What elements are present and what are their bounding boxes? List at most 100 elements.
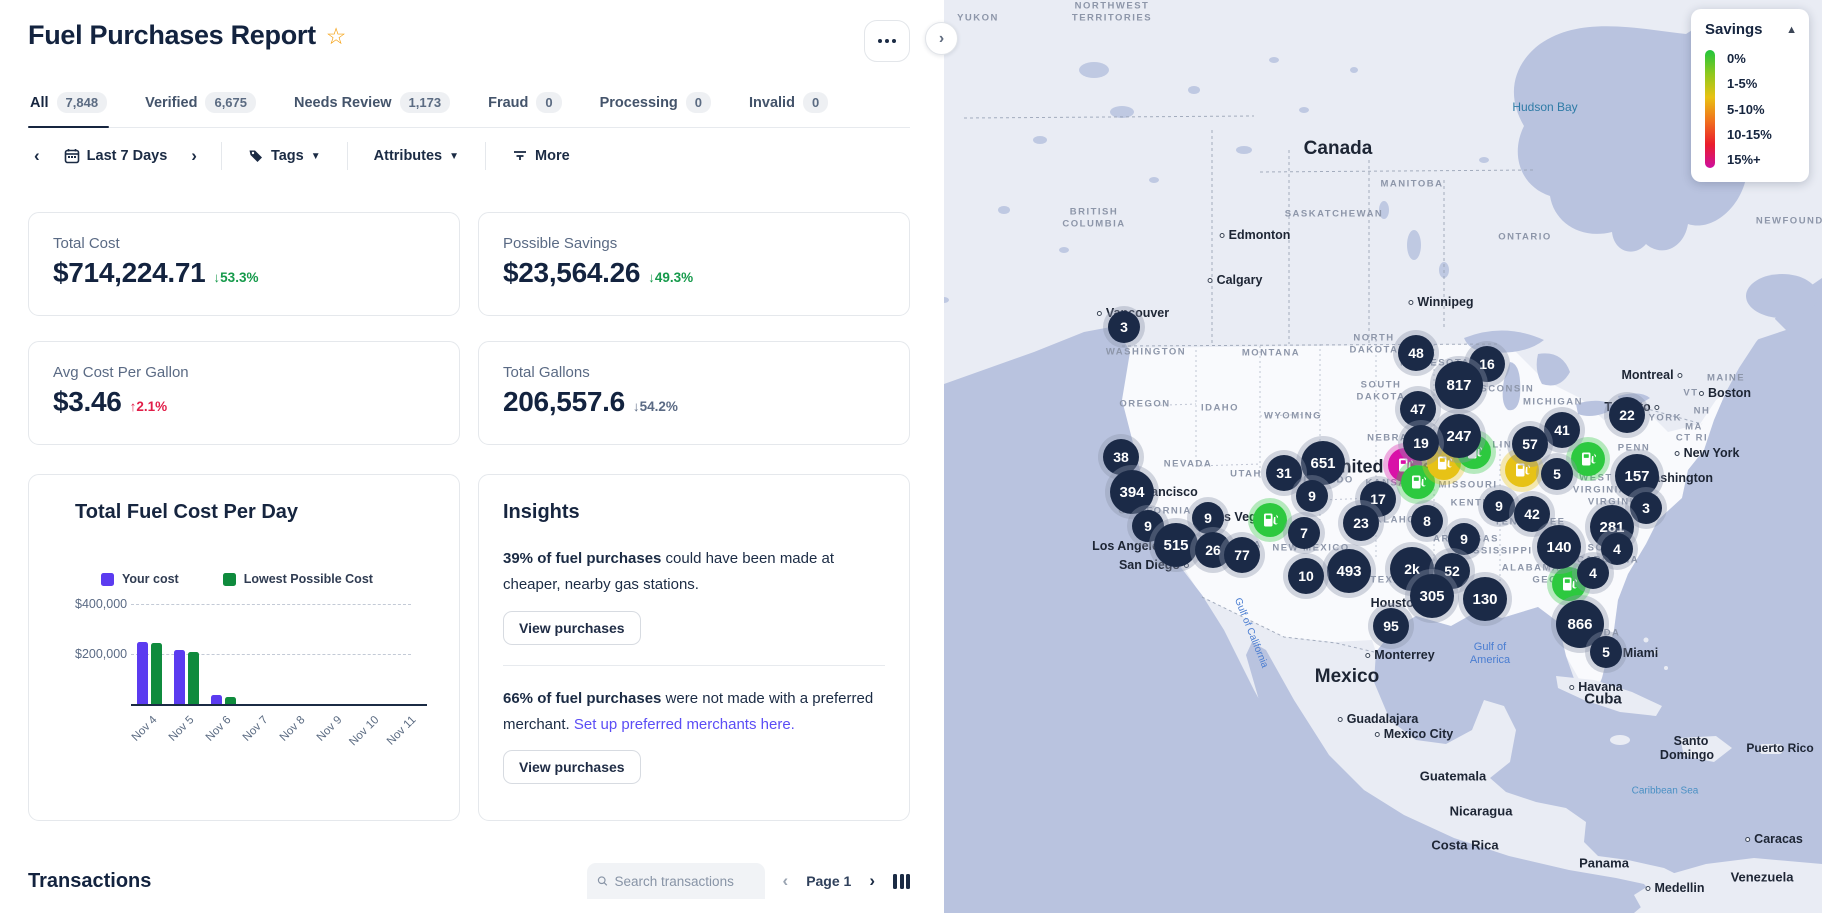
search-input[interactable] [614, 873, 755, 889]
date-range-button[interactable]: Last 7 Days [56, 142, 176, 170]
insight-link[interactable]: Set up preferred merchants here. [573, 715, 795, 733]
insight-text: 66% of fuel purchases were not made with… [503, 689, 874, 733]
chevron-down-icon: ▼ [310, 150, 321, 162]
cluster-marker[interactable]: 95 [1373, 608, 1409, 644]
stats-grid: Total Cost $714,224.71 ↓53.3% Possible Savi… [28, 212, 910, 445]
region-label: PENN [1617, 442, 1651, 454]
cluster-marker[interactable]: 47 [1400, 391, 1436, 427]
stat-label: Possible Savings [503, 235, 618, 252]
city-label: Monterrey [1365, 648, 1435, 662]
panel-collapse-button[interactable]: › [925, 22, 958, 55]
page-prev-button[interactable]: ‹ [782, 871, 789, 890]
region-label: NEBRASKA [1367, 432, 1433, 444]
cluster-marker[interactable]: 42 [1514, 496, 1550, 532]
cluster-marker[interactable]: 5 [1541, 458, 1573, 490]
map-panel[interactable]: YUKON NORTHWEST TERRITORIES BRITISH COLUMBIA… [944, 0, 1822, 913]
fuel-pump-marker[interactable] [1253, 503, 1287, 537]
report-panel: Fuel Purchases Report ☆ All 7,848 Verified… [28, 20, 910, 899]
cluster-marker[interactable]: 157 [1615, 454, 1659, 498]
region-label: YUKON [957, 12, 999, 24]
columns-icon[interactable] [893, 873, 910, 889]
cluster-marker[interactable]: 23 [1343, 505, 1379, 541]
stat-value: $714,224.71 [53, 257, 206, 288]
tab-all[interactable]: All 7,848 [28, 92, 110, 128]
cluster-marker[interactable]: 57 [1512, 426, 1548, 462]
cluster-marker[interactable]: 41 [1544, 412, 1580, 448]
cluster-marker[interactable]: 22 [1609, 397, 1645, 433]
water-label: Caribbean Sea [1631, 785, 1699, 797]
cluster-marker[interactable]: 817 [1435, 361, 1483, 409]
transactions-search[interactable] [586, 863, 765, 899]
region-label: TERRITORIES [1071, 12, 1153, 24]
cluster-marker[interactable]: 493 [1327, 549, 1371, 593]
attributes-dropdown[interactable]: Attributes ▼ [366, 142, 467, 170]
fuel-cost-chart-card: Total Fuel Cost Per Day Your cost Lowest … [28, 474, 460, 821]
tab-fraud[interactable]: Fraud 0 [486, 92, 564, 127]
region-label: NEW YORK [1617, 412, 1683, 424]
city-dot [1337, 716, 1343, 722]
country-label: Venezuela [1730, 869, 1794, 885]
page-title: Fuel Purchases Report [28, 20, 316, 50]
cluster-marker[interactable]: 31 [1266, 455, 1302, 491]
page-next-button[interactable]: › [869, 871, 875, 890]
city-name: Edmonton [1228, 228, 1291, 242]
transactions-header: Transactions ‹ Page 1 › [28, 863, 910, 899]
city-name: Medellin [1654, 881, 1705, 895]
savings-legend-title: Savings [1705, 21, 1763, 38]
date-next-button[interactable]: › [191, 146, 197, 165]
tab-label: All [30, 94, 49, 111]
city-name: Washington [1641, 471, 1714, 485]
cluster-marker[interactable]: 130 [1463, 577, 1507, 621]
tab-count-badge: 6,675 [205, 92, 257, 113]
cluster-marker[interactable]: 394 [1110, 470, 1154, 514]
tags-dropdown[interactable]: Tags ▼ [240, 142, 329, 170]
cluster-marker[interactable]: 19 [1403, 425, 1439, 461]
cluster-marker[interactable]: 4 [1577, 557, 1609, 589]
cluster-marker[interactable]: 10 [1288, 558, 1324, 594]
city-name: Guadalajara [1346, 712, 1419, 726]
savings-legend-levels: 0% 1-5% 5-10% 10-15% 15%+ [1727, 50, 1772, 168]
cluster-marker[interactable]: 515 [1154, 523, 1198, 567]
cluster-marker[interactable]: 651 [1301, 441, 1345, 485]
fuel-pump-marker[interactable] [1571, 442, 1605, 476]
cluster-marker[interactable]: 305 [1410, 574, 1454, 618]
more-menu-button[interactable] [864, 20, 910, 62]
more-filters-button[interactable]: More [504, 142, 578, 170]
tab-processing[interactable]: Processing 0 [598, 92, 713, 127]
cluster-marker[interactable]: 9 [1192, 502, 1224, 534]
tab-needs-review[interactable]: Needs Review 1,173 [292, 92, 452, 127]
savings-level-label: 1-5% [1727, 76, 1758, 92]
cluster-marker[interactable]: 77 [1224, 537, 1260, 573]
cluster-marker[interactable]: 5 [1590, 636, 1622, 668]
cluster-marker[interactable]: 4 [1601, 533, 1633, 565]
stat-card-possible-savings: Possible Savings $23,564.26 ↓49.3% [478, 212, 910, 316]
cluster-marker[interactable]: 9 [1296, 480, 1328, 512]
cluster-marker[interactable]: 38 [1103, 439, 1139, 475]
favorite-star-icon[interactable]: ☆ [325, 23, 347, 49]
region-label: MAINE [1706, 372, 1746, 384]
cluster-marker[interactable]: 247 [1437, 414, 1481, 458]
cluster-marker[interactable]: 140 [1537, 525, 1581, 569]
cluster-marker[interactable]: 48 [1398, 335, 1434, 371]
tab-invalid[interactable]: Invalid 0 [747, 92, 830, 127]
view-purchases-button[interactable]: View purchases [503, 610, 641, 645]
tab-label: Processing [599, 94, 678, 111]
date-prev-button[interactable]: ‹ [34, 146, 40, 165]
region-label: WASHINGTON [1105, 346, 1187, 358]
cluster-marker[interactable]: 2k [1390, 547, 1434, 591]
chevron-up-icon[interactable]: ▲ [1786, 23, 1797, 36]
legend-swatch [101, 572, 114, 586]
cluster-marker[interactable]: 3 [1630, 492, 1662, 524]
cluster-marker[interactable]: 9 [1448, 523, 1480, 555]
cluster-marker[interactable]: 3 [1108, 311, 1140, 343]
region-label: CT RI [1675, 432, 1709, 444]
x-tick-label: Nov 10 [347, 714, 382, 749]
gridline [131, 604, 411, 605]
city-label: Havana [1569, 680, 1623, 694]
tab-verified[interactable]: Verified 6,675 [143, 92, 258, 127]
cluster-marker[interactable]: 7 [1288, 517, 1320, 549]
view-purchases-button[interactable]: View purchases [503, 750, 641, 784]
cluster-marker[interactable]: 9 [1483, 490, 1515, 522]
search-icon [597, 876, 607, 886]
cluster-marker[interactable]: 8 [1411, 505, 1443, 537]
